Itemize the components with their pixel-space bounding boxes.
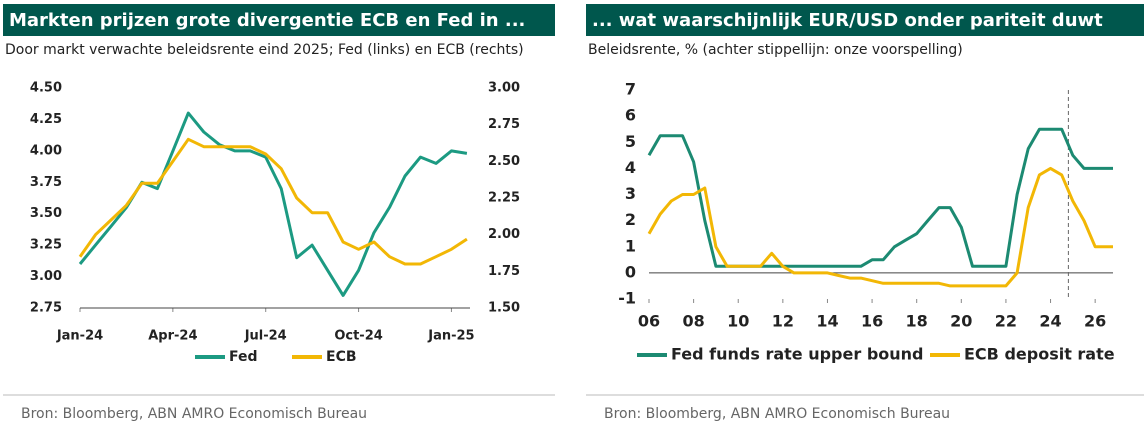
y2-tick-label: 2.00 — [488, 227, 520, 242]
x-tick-label: 22 — [995, 312, 1017, 331]
x-tick-label: 16 — [861, 312, 883, 331]
chart-subtitle: Beleidsrente, % (achter stippellijn: onz… — [588, 42, 963, 58]
y-tick-label: 6 — [625, 106, 636, 125]
series-line — [78, 111, 468, 297]
x-tick-label: Oct-24 — [334, 329, 382, 344]
y-tick-label: 3.25 — [30, 238, 62, 253]
x-tick-label: Apr-24 — [148, 329, 197, 344]
title-bar — [586, 4, 1144, 36]
chart-subtitle: Door markt verwachte beleidsrente eind 2… — [5, 42, 524, 58]
y-tick-label: 3 — [625, 184, 636, 203]
legend-label: ECB — [326, 349, 357, 365]
y2-tick-label: 2.50 — [488, 154, 520, 169]
x-tick-label: 20 — [950, 312, 972, 331]
y-tick-label: 4 — [625, 158, 636, 177]
y-tick-label: 5 — [625, 132, 636, 151]
series-line — [78, 137, 468, 266]
legend-label: ECB deposit rate — [964, 345, 1115, 364]
x-tick-label: 24 — [1039, 312, 1061, 331]
y2-tick-label: 1.75 — [488, 264, 520, 279]
y-tick-label: 0 — [625, 262, 636, 281]
legend-label: Fed funds rate upper bound — [671, 345, 924, 364]
chart-title: Markten prijzen grote divergentie ECB en… — [9, 10, 525, 31]
y-tick-label: 3.50 — [30, 206, 62, 221]
x-tick-label: 26 — [1084, 312, 1106, 331]
y2-tick-label: 2.75 — [488, 117, 520, 132]
y-tick-label: 2.75 — [30, 301, 62, 316]
y-tick-label: 3.00 — [30, 269, 62, 284]
y-tick-label: 4.50 — [30, 81, 62, 96]
source: Bron: Bloomberg, ABN AMRO Economisch Bur… — [604, 406, 950, 422]
x-tick-label: 06 — [638, 312, 660, 331]
x-tick-label: 12 — [772, 312, 794, 331]
x-tick-label: Jul-24 — [244, 329, 287, 344]
x-tick-label: Jan-25 — [427, 329, 474, 344]
y-tick-label: 2 — [625, 210, 636, 229]
y-tick-label: 4.00 — [30, 143, 62, 158]
y2-tick-label: 3.00 — [488, 81, 520, 96]
y2-tick-label: 2.25 — [488, 191, 520, 206]
y-tick-label: -1 — [618, 289, 636, 308]
x-tick-label: 14 — [816, 312, 838, 331]
y-tick-label: 7 — [625, 80, 636, 99]
y-tick-label: 3.75 — [30, 175, 62, 190]
legend-label: Fed — [229, 349, 258, 365]
source: Bron: Bloomberg, ABN AMRO Economisch Bur… — [21, 406, 367, 422]
chart-title: ... wat waarschijnlijk EUR/USD onder par… — [592, 10, 1103, 31]
y-tick-label: 4.25 — [30, 112, 62, 127]
y2-tick-label: 1.50 — [488, 301, 520, 316]
x-tick-label: 10 — [727, 312, 749, 331]
x-tick-label: 18 — [906, 312, 928, 331]
x-tick-label: 08 — [682, 312, 704, 331]
title-bar — [3, 4, 555, 36]
series-line — [647, 166, 1113, 288]
y-tick-label: 1 — [625, 236, 636, 255]
x-tick-label: Jan-24 — [56, 329, 103, 344]
series-line — [647, 127, 1113, 268]
